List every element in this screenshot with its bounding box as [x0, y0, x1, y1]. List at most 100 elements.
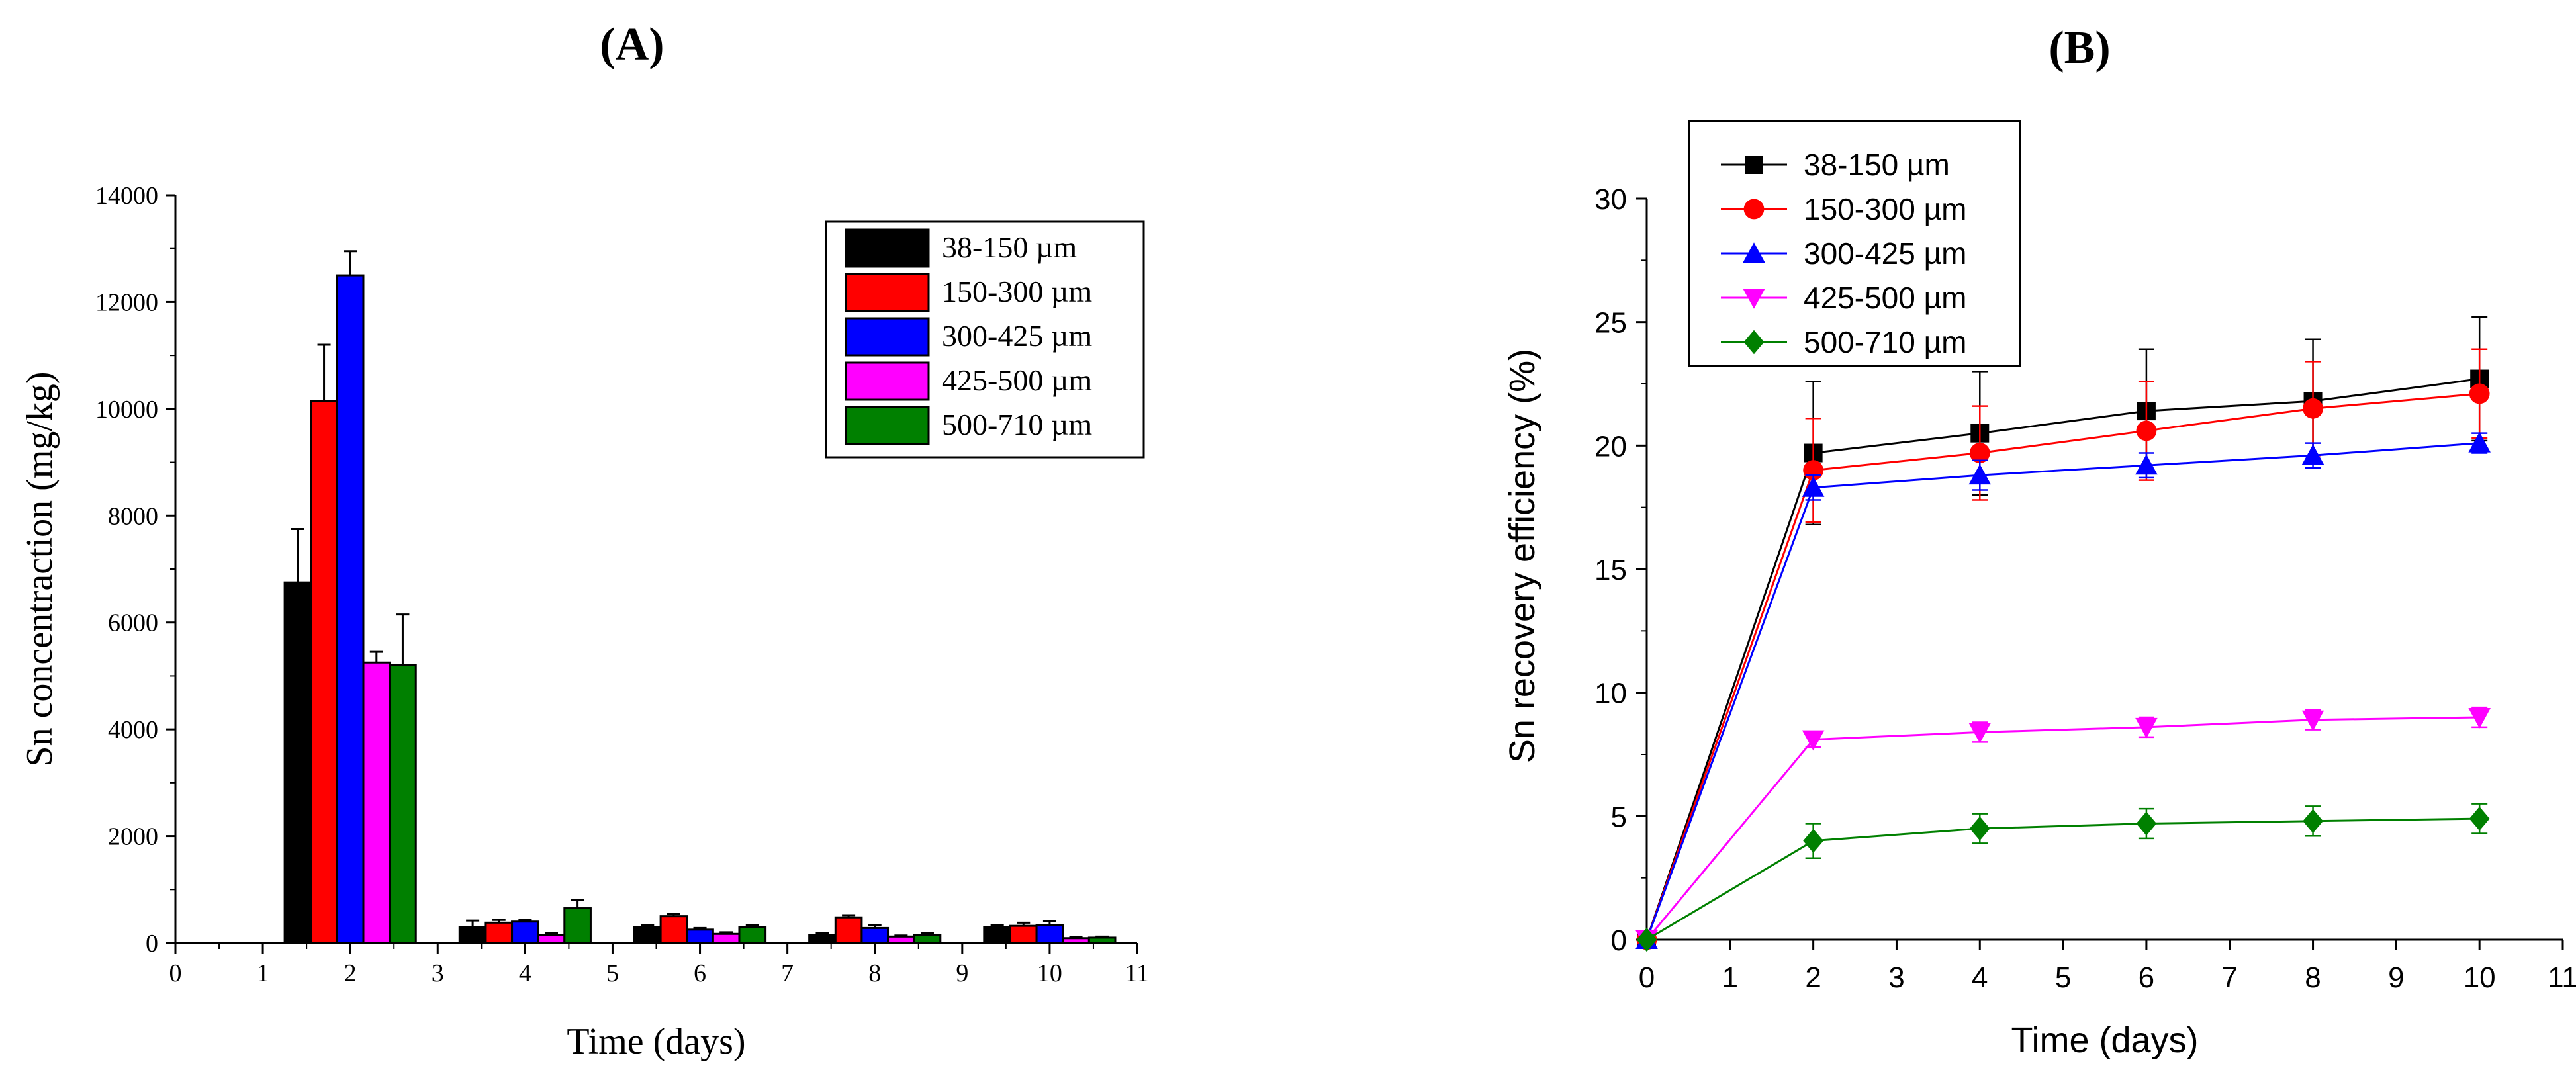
x-tick-label-a: 6	[694, 960, 706, 987]
legend-label-b: 150-300 µm	[1804, 192, 1966, 226]
legend-label-a: 38-150 µm	[942, 230, 1077, 264]
bar	[511, 920, 539, 944]
y-tick-label-b: 30	[1594, 183, 1627, 216]
legend-label-b: 300-425 µm	[1804, 236, 1966, 271]
legend-label-a: 150-300 µm	[942, 275, 1092, 308]
y-axis-title-a: Sn concentraction (mg/kg)	[19, 371, 60, 766]
x-tick-label-a: 8	[868, 960, 881, 987]
x-tick-label-b: 8	[2305, 962, 2321, 994]
bar	[310, 400, 338, 944]
y-tick-label-a: 0	[146, 930, 158, 958]
bar	[484, 921, 514, 944]
legend-swatch-a	[845, 361, 930, 401]
bar	[808, 934, 837, 944]
bar	[362, 661, 391, 944]
data-point	[1802, 476, 1825, 497]
bar	[913, 934, 942, 944]
x-tick-label-a: 5	[606, 960, 619, 987]
data-point	[1968, 723, 1992, 744]
x-tick-label-b: 10	[2463, 962, 2496, 994]
legend-label-a: 500-710 µm	[942, 408, 1092, 441]
chart-a: (A) 0 2000 4000 6000 8000 10000 12000 14000 0 1 2 3 4…	[19, 19, 1149, 1062]
series-line	[1645, 716, 2480, 940]
chart-b: (B) 0 5 10 15 20 25 30 0 1 2 3 4 5 6 7 8 9 10 11 Time (days)…	[1502, 22, 2576, 1060]
x-axis-title-b: Time (days)	[2011, 1020, 2198, 1060]
bar	[983, 926, 1011, 944]
y-tick-label-b: 0	[1611, 924, 1627, 957]
x-tick-label-b: 2	[1805, 962, 1821, 994]
data-point	[1969, 816, 1990, 841]
x-tick-label-a: 3	[432, 960, 444, 987]
data-point	[1803, 829, 1824, 853]
bar	[659, 915, 688, 944]
bar	[336, 274, 365, 944]
data-point	[2136, 420, 2157, 441]
legend-marker-b	[1743, 330, 1765, 355]
bar	[458, 926, 487, 944]
legend-swatch-a	[845, 406, 930, 445]
data-point	[2468, 431, 2491, 453]
data-point	[2301, 710, 2324, 731]
panel-label-a: (A)	[600, 19, 664, 70]
data-point	[1636, 927, 1657, 952]
x-tick-label-a: 11	[1125, 960, 1150, 987]
y-tick-label-a: 14000	[95, 182, 158, 210]
y-tick-label-b: 10	[1594, 678, 1627, 710]
legend-label-b: 500-710 µm	[1804, 325, 1966, 359]
legend-swatch-a	[845, 228, 930, 268]
x-tick-label-a: 1	[257, 960, 269, 987]
x-tick-label-b: 0	[1639, 962, 1655, 994]
y-tick-label-a: 6000	[108, 609, 158, 637]
bar	[389, 664, 417, 944]
bar	[686, 928, 714, 944]
y-tick-label-b: 5	[1611, 801, 1627, 833]
x-tick-label-b: 11	[2548, 962, 2576, 994]
data-point	[2468, 708, 2491, 729]
y-tick-label-a: 10000	[95, 396, 158, 424]
y-tick-label-b: 20	[1594, 430, 1627, 463]
x-tick-label-a: 2	[344, 960, 357, 987]
y-tick-label-a: 2000	[108, 823, 158, 851]
x-tick-label-a: 9	[956, 960, 968, 987]
legend-label-a: 300-425 µm	[942, 319, 1092, 353]
data-point	[2303, 398, 2323, 419]
series-line	[1645, 442, 2480, 940]
bar	[563, 907, 592, 944]
legend-label-b: 425-500 µm	[1804, 281, 1966, 315]
x-tick-label-b: 6	[2139, 962, 2154, 994]
x-tick-label-a: 10	[1037, 960, 1062, 987]
x-tick-label-b: 9	[2388, 962, 2404, 994]
data-point	[1968, 464, 1992, 485]
series-line	[1646, 817, 2480, 941]
bar	[1087, 936, 1117, 944]
bar	[834, 916, 863, 944]
bar	[712, 932, 741, 944]
legend-marker-b	[1743, 242, 1765, 263]
data-point	[1802, 730, 1825, 751]
data-point	[2136, 811, 2157, 836]
data-point	[1969, 443, 1990, 463]
x-tick-label-a: 4	[519, 960, 531, 987]
data-point	[2135, 717, 2158, 739]
bar	[738, 926, 767, 944]
x-tick-label-b: 7	[2221, 962, 2237, 994]
legend-box-b	[1688, 120, 2021, 367]
y-tick-label-a: 4000	[108, 716, 158, 744]
legend-marker-b	[1743, 199, 1765, 220]
x-tick-label-a: 7	[781, 960, 794, 987]
x-tick-label-b: 3	[1888, 962, 1904, 994]
legend-swatch-a	[845, 273, 930, 312]
bar	[633, 926, 662, 944]
bar	[283, 581, 312, 944]
data-point	[2135, 454, 2158, 475]
data-point	[2301, 444, 2324, 465]
bar	[1009, 924, 1038, 944]
series-line	[1645, 392, 2480, 940]
y-tick-label-a: 12000	[95, 289, 158, 316]
bar	[860, 926, 890, 944]
legend-label-a: 425-500 µm	[942, 363, 1092, 397]
bar	[1035, 924, 1064, 944]
legend-marker-b	[1743, 289, 1765, 309]
